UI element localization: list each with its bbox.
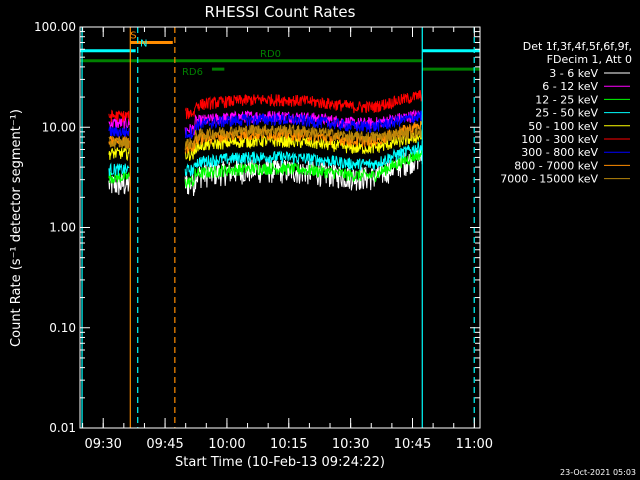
- series-line-9-seg-1: [108, 136, 130, 150]
- legend-entry-label-1: 3 - 6 keV: [549, 67, 598, 80]
- y-axis-label: Count Rate (s⁻¹ detector segment⁻¹): [9, 109, 24, 347]
- annotation-label-4: RD0: [260, 49, 281, 60]
- legend-entry-label-3: 12 - 25 keV: [535, 93, 598, 106]
- legend-entry-label-6: 100 - 300 keV: [521, 133, 598, 146]
- x-tick-label-3: 10:00: [208, 437, 245, 452]
- legend-entry-label-2: 6 - 12 keV: [542, 80, 598, 93]
- chart-title: RHESSI Count Rates: [205, 3, 356, 21]
- annotation-label-2: N: [140, 39, 147, 50]
- series-line-4-seg-2: [184, 140, 423, 177]
- y-tick-label-5: 100.00: [34, 20, 76, 34]
- legend-entry-label-9: 7000 - 15000 keV: [500, 173, 598, 186]
- legend-entry-label-8: 800 - 7000 keV: [514, 159, 598, 172]
- annotation-label-3: RD6: [182, 67, 203, 78]
- legend-entry-label-7: 300 - 800 keV: [521, 146, 598, 159]
- y-tick-label-4: 10.00: [42, 120, 76, 134]
- x-tick-label-1: 09:30: [84, 437, 121, 452]
- series-line-2-seg-1: [108, 115, 130, 130]
- series-line-8-seg-2: [184, 120, 423, 154]
- x-tick-label-7: 11:00: [456, 437, 493, 452]
- series-line-7-seg-1: [108, 126, 130, 138]
- x-tick-label-4: 10:15: [270, 437, 307, 452]
- legend-entry-label-5: 50 - 100 keV: [528, 120, 598, 133]
- series-line-3-seg-2: [184, 148, 423, 189]
- legend-entry-label-4: 25 - 50 keV: [535, 107, 598, 120]
- y-tick-label-3: 1.00: [49, 221, 76, 235]
- legend: Det 1f,3f,4f,5f,6f,9f, FDecim 1, Att 0 3…: [500, 40, 632, 186]
- series-line-5-seg-1: [108, 147, 130, 162]
- plot-frame: [79, 26, 481, 429]
- x-tick-label-6: 10:45: [394, 437, 431, 452]
- series-line-6-seg-1: [108, 109, 130, 123]
- y-tick-label-1: 0.01: [49, 421, 76, 435]
- axes: 0.01 0.10 1.00 10.00 100.00 09:30 09:45 10:00 10…: [34, 20, 493, 452]
- series-line-3-seg-1: [108, 170, 130, 185]
- y-tick-label-2: 0.10: [49, 321, 76, 335]
- series-line-9-seg-2: [184, 123, 423, 151]
- series-line-7-seg-2: [184, 110, 423, 139]
- plot-area: SN RD6 RD0: [80, 27, 480, 428]
- x-axis-label: Start Time (10-Feb-13 09:24:22): [175, 455, 385, 470]
- annotation-label-1: S: [130, 31, 136, 42]
- series-line-6-seg-2: [184, 89, 423, 120]
- x-tick-label-2: 09:45: [146, 437, 183, 452]
- x-tick-label-5: 10:30: [332, 437, 369, 452]
- series-line-4-seg-1: [108, 162, 130, 176]
- timestamp: 23-Oct-2021 05:03: [560, 468, 636, 477]
- legend-header-line-1: Det 1f,3f,4f,5f,6f,9f,: [523, 40, 632, 53]
- legend-header-line-2: FDecim 1, Att 0: [547, 53, 632, 66]
